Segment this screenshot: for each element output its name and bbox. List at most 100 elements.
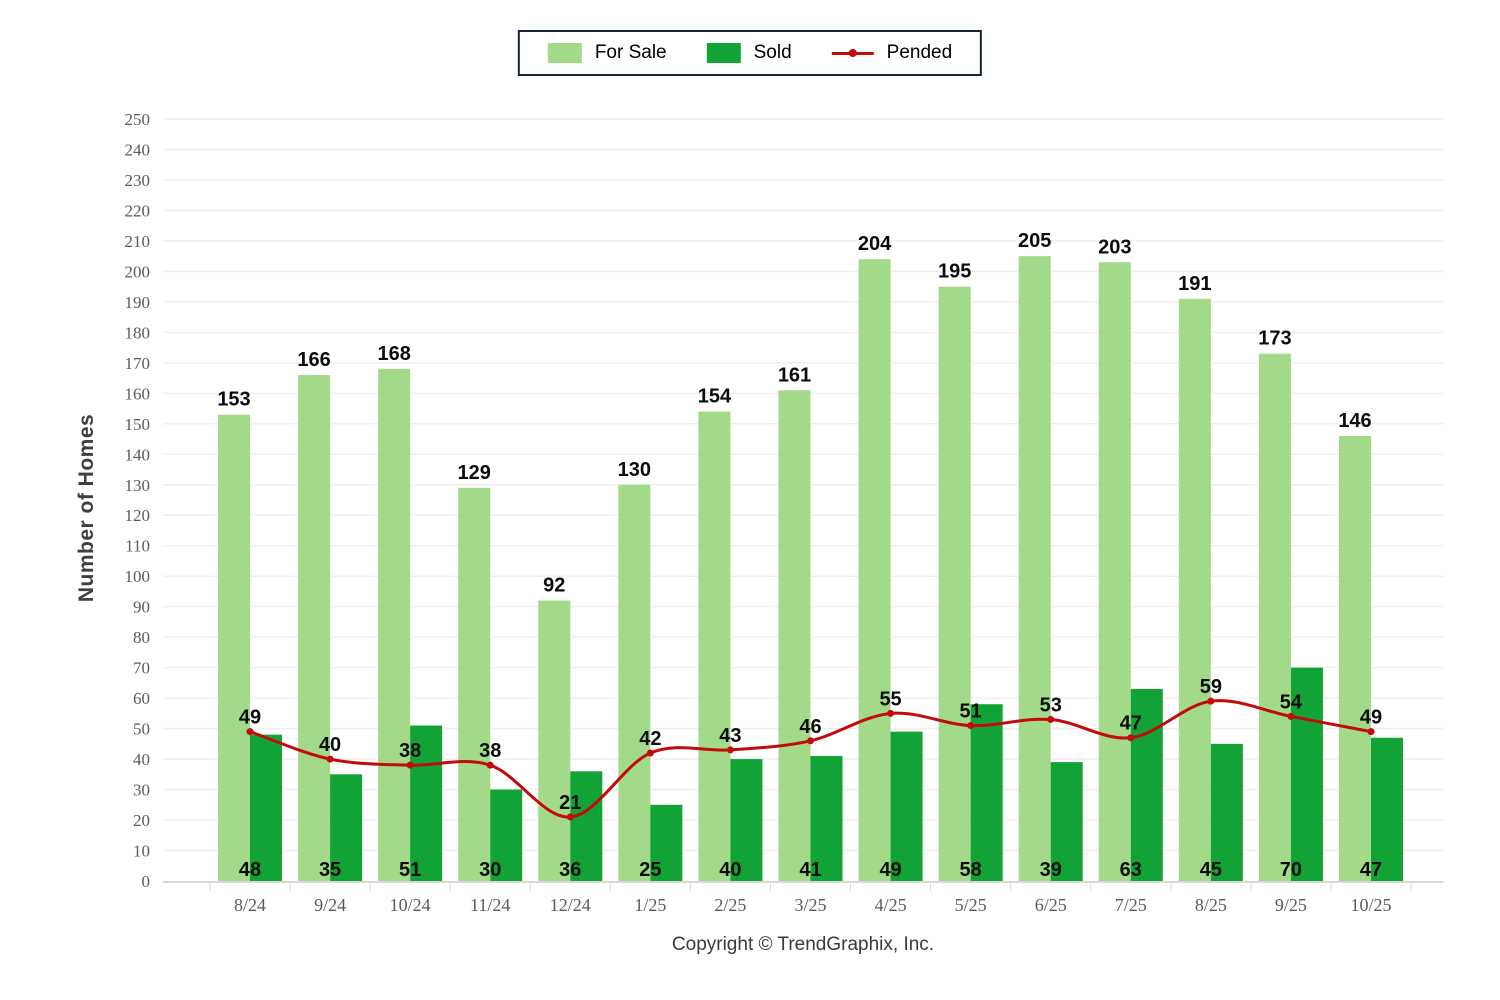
x-tick-label: 1/25 xyxy=(634,895,666,915)
x-tick-label: 12/24 xyxy=(550,895,591,915)
x-tick-label: 9/25 xyxy=(1275,895,1307,915)
x-tick-label: 9/24 xyxy=(314,895,346,915)
bar-for-sale xyxy=(458,487,491,881)
pended-point xyxy=(807,737,814,745)
label-sold: 47 xyxy=(1360,859,1382,881)
bar-for-sale xyxy=(1098,262,1131,882)
x-tick-label: 10/25 xyxy=(1350,895,1391,915)
pended-point xyxy=(726,746,734,754)
y-tick-label: 170 xyxy=(125,354,151,373)
label-for-sale: 203 xyxy=(1098,236,1131,258)
bar-sold xyxy=(1371,737,1403,881)
copyright-text: Copyright © TrendGraphix, Inc. xyxy=(671,934,935,955)
bar-sold xyxy=(250,734,282,881)
label-pended: 51 xyxy=(960,701,982,723)
legend-label-sold: Sold xyxy=(753,42,792,63)
label-pended: 38 xyxy=(399,740,421,762)
x-tick-label: 7/25 xyxy=(1115,895,1147,915)
label-sold: 25 xyxy=(639,859,661,881)
y-tick-label: 190 xyxy=(125,293,151,312)
bar-for-sale xyxy=(1339,435,1371,881)
label-for-sale: 154 xyxy=(698,386,732,408)
bar-sold xyxy=(1210,743,1243,881)
y-tick-label: 80 xyxy=(133,628,150,647)
y-tick-label: 230 xyxy=(125,171,151,190)
y-tick-label: 40 xyxy=(133,750,150,769)
y-tick-label: 10 xyxy=(133,842,150,861)
label-sold: 48 xyxy=(239,859,261,881)
label-pended: 49 xyxy=(1360,707,1382,729)
x-tick-label: 10/24 xyxy=(390,895,431,915)
y-tick-label: 0 xyxy=(142,872,151,891)
bar-sold xyxy=(570,771,603,881)
y-tick-label: 30 xyxy=(133,781,150,800)
x-tick-label: 2/25 xyxy=(714,895,746,915)
y-tick-label: 220 xyxy=(125,201,151,220)
sold-swatch-icon xyxy=(706,43,741,63)
label-pended: 40 xyxy=(319,734,341,756)
bar-sold xyxy=(650,804,683,881)
pended-point xyxy=(887,709,895,717)
bar-sold xyxy=(970,704,1003,881)
label-sold: 70 xyxy=(1280,859,1302,881)
bar-sold xyxy=(490,789,523,881)
label-pended: 43 xyxy=(719,725,741,747)
bar-for-sale xyxy=(218,414,250,881)
label-for-sale: 146 xyxy=(1338,410,1371,432)
y-tick-label: 100 xyxy=(125,567,151,586)
bar-for-sale xyxy=(1178,298,1211,881)
label-for-sale: 173 xyxy=(1258,328,1291,350)
pended-point xyxy=(326,755,334,763)
label-for-sale: 205 xyxy=(1018,230,1051,252)
bar-for-sale xyxy=(698,411,731,881)
label-pended: 21 xyxy=(559,792,581,814)
bar-for-sale xyxy=(1258,353,1291,881)
y-tick-label: 160 xyxy=(125,384,151,403)
x-tick-label: 4/25 xyxy=(875,895,907,915)
y-tick-label: 210 xyxy=(125,232,151,251)
bar-for-sale xyxy=(938,286,971,881)
pended-point xyxy=(1127,734,1135,742)
y-tick-label: 250 xyxy=(125,110,151,129)
bar-for-sale xyxy=(618,484,651,881)
pended-point xyxy=(246,728,254,736)
bar-sold xyxy=(1290,667,1323,881)
y-tick-label: 240 xyxy=(125,140,151,159)
label-for-sale: 130 xyxy=(618,459,651,481)
pended-point xyxy=(967,722,975,730)
pended-point xyxy=(406,761,414,769)
label-pended: 59 xyxy=(1200,676,1222,698)
y-tick-label: 120 xyxy=(125,506,151,525)
bar-sold xyxy=(410,725,443,881)
pended-marker-icon xyxy=(848,49,857,57)
pended-point xyxy=(486,761,494,769)
pended-point xyxy=(646,749,654,757)
y-tick-label: 110 xyxy=(125,537,150,556)
y-tick-label: 200 xyxy=(125,262,151,281)
label-pended: 49 xyxy=(239,707,261,729)
bar-sold xyxy=(1050,762,1083,881)
pended-point xyxy=(1287,712,1295,720)
legend-item-for-sale: For Sale xyxy=(547,42,667,63)
label-sold: 63 xyxy=(1120,859,1142,881)
pended-point xyxy=(1047,715,1055,723)
label-for-sale: 191 xyxy=(1178,273,1211,295)
label-sold: 35 xyxy=(319,859,341,881)
label-sold: 51 xyxy=(399,859,421,881)
label-sold: 45 xyxy=(1200,859,1222,881)
bar-sold xyxy=(890,731,923,881)
label-for-sale: 168 xyxy=(377,343,410,365)
bar-for-sale xyxy=(858,259,891,881)
label-sold: 41 xyxy=(799,859,821,881)
label-sold: 39 xyxy=(1040,859,1062,881)
y-tick-label: 130 xyxy=(125,476,151,495)
x-tick-label: 11/24 xyxy=(470,895,510,915)
label-pended: 38 xyxy=(479,740,501,762)
legend-label-for-sale: For Sale xyxy=(594,42,667,63)
label-for-sale: 153 xyxy=(217,389,250,411)
label-sold: 40 xyxy=(719,859,741,881)
legend-item-sold: Sold xyxy=(706,42,792,63)
label-for-sale: 129 xyxy=(458,462,491,484)
x-tick-label: 8/25 xyxy=(1195,895,1227,915)
